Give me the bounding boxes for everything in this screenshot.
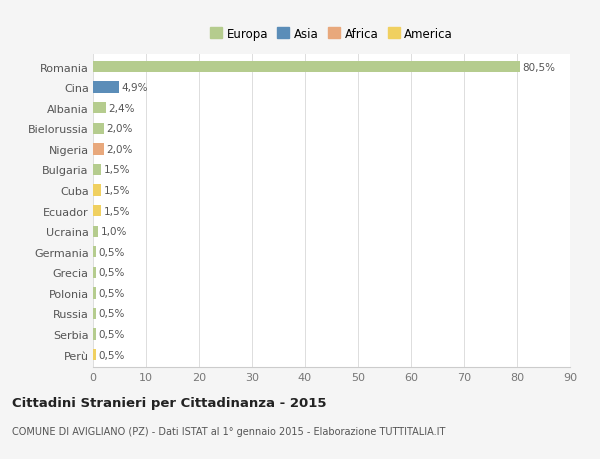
Text: 80,5%: 80,5% xyxy=(522,62,556,73)
Bar xyxy=(93,288,95,299)
Text: 1,5%: 1,5% xyxy=(104,185,130,196)
Text: COMUNE DI AVIGLIANO (PZ) - Dati ISTAT al 1° gennaio 2015 - Elaborazione TUTTITAL: COMUNE DI AVIGLIANO (PZ) - Dati ISTAT al… xyxy=(12,426,445,436)
Bar xyxy=(93,206,101,217)
Bar xyxy=(93,82,119,94)
Text: 0,5%: 0,5% xyxy=(98,350,125,360)
Bar xyxy=(93,164,101,176)
Text: Cittadini Stranieri per Cittadinanza - 2015: Cittadini Stranieri per Cittadinanza - 2… xyxy=(12,396,326,409)
Bar xyxy=(93,329,95,340)
Text: 2,0%: 2,0% xyxy=(106,124,133,134)
Text: 2,0%: 2,0% xyxy=(106,145,133,155)
Text: 1,5%: 1,5% xyxy=(104,165,130,175)
Bar xyxy=(93,62,520,73)
Legend: Europa, Asia, Africa, America: Europa, Asia, Africa, America xyxy=(208,25,455,43)
Bar xyxy=(93,308,95,319)
Text: 0,5%: 0,5% xyxy=(98,309,125,319)
Bar xyxy=(93,267,95,279)
Text: 0,5%: 0,5% xyxy=(98,247,125,257)
Text: 1,0%: 1,0% xyxy=(101,227,127,237)
Text: 0,5%: 0,5% xyxy=(98,268,125,278)
Text: 0,5%: 0,5% xyxy=(98,288,125,298)
Text: 4,9%: 4,9% xyxy=(122,83,148,93)
Bar xyxy=(93,103,106,114)
Bar xyxy=(93,226,98,237)
Text: 0,5%: 0,5% xyxy=(98,330,125,339)
Bar xyxy=(93,144,104,155)
Bar xyxy=(93,123,104,134)
Bar xyxy=(93,185,101,196)
Bar xyxy=(93,246,95,258)
Text: 1,5%: 1,5% xyxy=(104,206,130,216)
Text: 2,4%: 2,4% xyxy=(109,103,135,113)
Bar xyxy=(93,349,95,360)
